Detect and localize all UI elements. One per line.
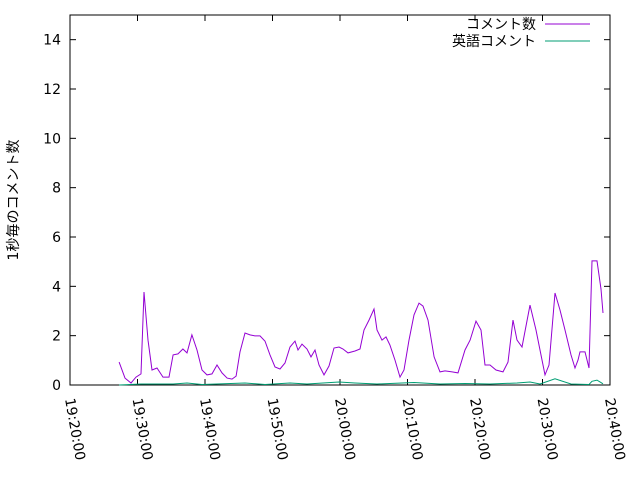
legend-label: コメント数 (466, 17, 536, 33)
y-tick-label: 4 (52, 279, 61, 295)
series-group (119, 261, 603, 385)
x-tick-label: 19:30:00 (129, 397, 156, 462)
x-tick-label: 20:40:00 (601, 397, 628, 462)
x-tick-label: 20:00:00 (331, 397, 358, 462)
y-tick-label: 6 (52, 230, 61, 246)
y-tick-label: 12 (43, 82, 61, 98)
series-line-0 (119, 261, 603, 383)
x-tick-label: 20:10:00 (399, 397, 426, 462)
x-tick-label: 20:30:00 (534, 397, 561, 462)
series-line-1 (119, 379, 603, 385)
y-tick-label: 10 (43, 131, 61, 147)
y-tick-label: 8 (52, 181, 61, 197)
y-tick-label: 2 (52, 329, 61, 345)
axes: 0 2 4 6 8 10 12 14 19:20:00 19:30:00 19:40:00 19:50… (43, 15, 628, 462)
plot-frame (70, 15, 610, 385)
x-tick-label: 19:20:00 (61, 397, 88, 462)
y-tick-label: 0 (52, 378, 61, 394)
x-tick-label: 19:50:00 (264, 397, 291, 462)
y-tick-label: 14 (43, 33, 61, 49)
y-axis-label: 1秒毎のコメント数 (6, 140, 22, 261)
x-tick-label: 19:40:00 (196, 397, 223, 462)
legend-label: 英語コメント (452, 33, 536, 50)
x-tick-label: 20:20:00 (466, 397, 493, 462)
